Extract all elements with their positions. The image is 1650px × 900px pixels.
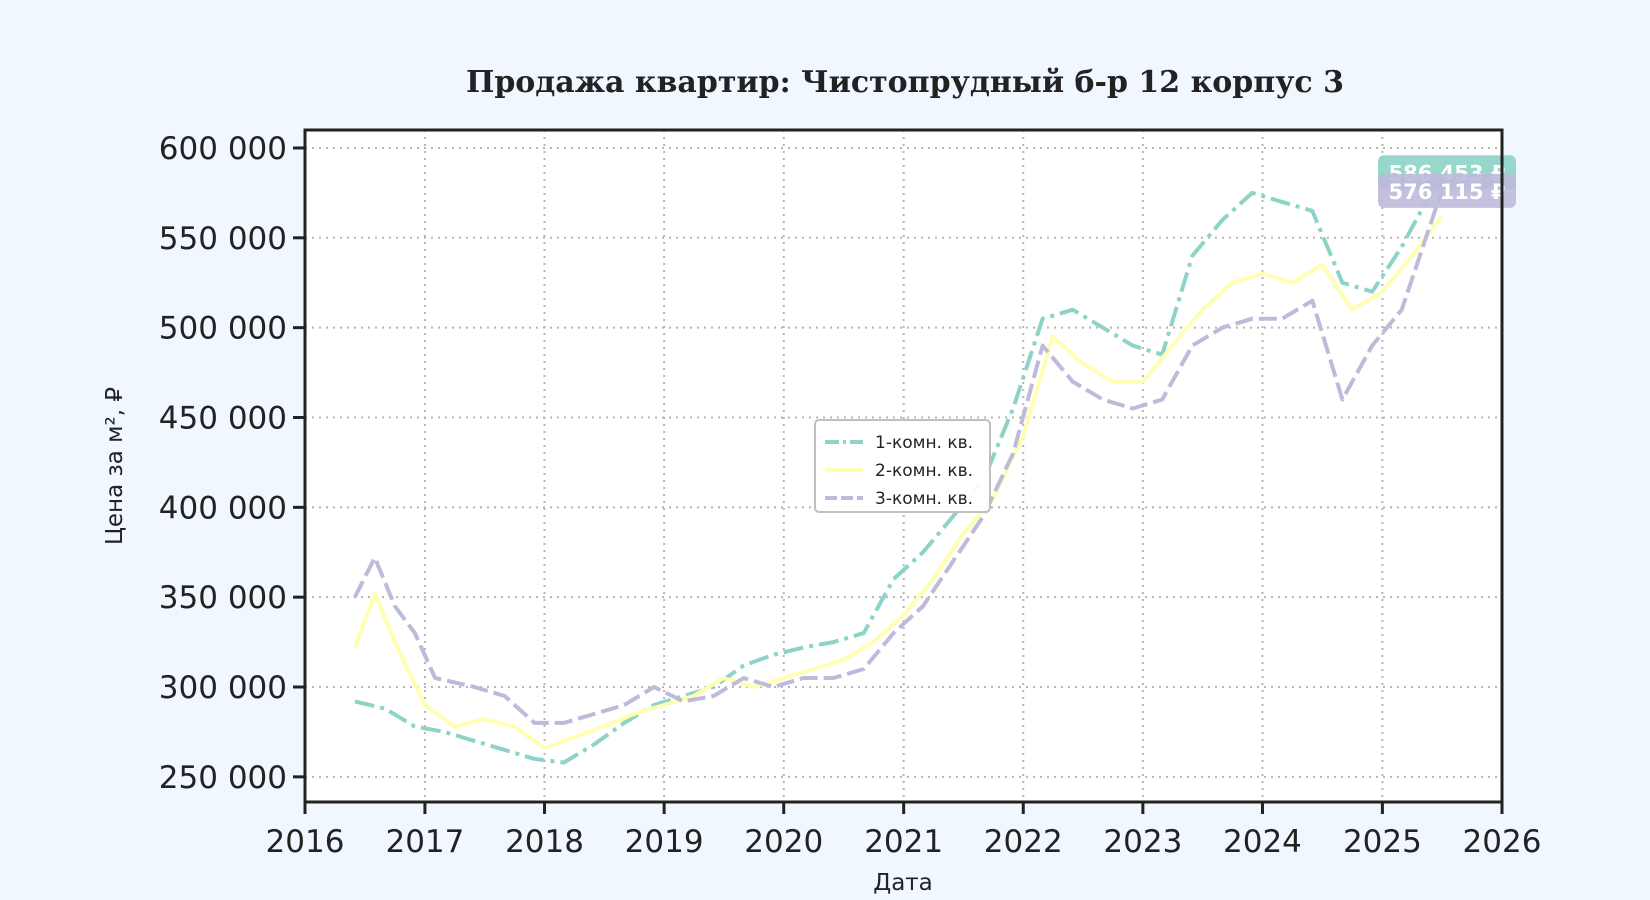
chart-title: Продажа квартир: Чистопрудный б-р 12 кор… bbox=[466, 65, 1344, 100]
x-tick-label: 2023 bbox=[1103, 824, 1182, 860]
end-label-badge bbox=[1378, 173, 1516, 208]
y-tick-label: 550 000 bbox=[159, 221, 287, 257]
y-tick-label: 400 000 bbox=[159, 490, 287, 526]
y-axis-label: Цена за м², ₽ bbox=[102, 387, 128, 545]
legend: 1-комн. кв. 2-комн. кв. 3-комн. кв. bbox=[814, 419, 991, 513]
x-tick-label: 2022 bbox=[984, 824, 1063, 860]
x-axis: 2016 2017 2018 2019 2020 2021 2022 2023 2024 2025… bbox=[266, 802, 1542, 860]
legend-label: 2-комн. кв. bbox=[875, 461, 973, 481]
series-line-3 bbox=[353, 190, 1444, 725]
x-tick-label: 2024 bbox=[1223, 824, 1302, 860]
x-tick-label: 2025 bbox=[1343, 824, 1422, 860]
x-tick-label: 2019 bbox=[625, 824, 704, 860]
x-axis-label: Дата bbox=[873, 870, 933, 896]
x-tick-label: 2020 bbox=[744, 824, 823, 860]
series-line-2 bbox=[352, 214, 1444, 751]
end-label-badges: 586 453 ₽576 115 ₽ bbox=[1378, 155, 1516, 208]
x-tick-label: 2016 bbox=[266, 824, 345, 860]
y-tick-label: 300 000 bbox=[159, 670, 287, 706]
y-tick-label: 350 000 bbox=[159, 580, 287, 616]
x-tick-label: 2021 bbox=[864, 824, 943, 860]
legend-label: 1-комн. кв. bbox=[875, 433, 973, 453]
end-label-text: 576 115 ₽ bbox=[1389, 180, 1506, 204]
y-tick-label: 500 000 bbox=[159, 311, 287, 347]
x-tick-label: 2026 bbox=[1463, 824, 1542, 860]
x-tick-label: 2018 bbox=[505, 824, 584, 860]
y-tick-label: 600 000 bbox=[159, 131, 287, 167]
y-tick-label: 250 000 bbox=[159, 760, 287, 796]
legend-label: 3-комн. кв. bbox=[875, 489, 973, 509]
y-tick-label: 450 000 bbox=[159, 400, 287, 436]
x-tick-label: 2017 bbox=[385, 824, 464, 860]
y-axis: 250 000 300 000 350 000 400 000 450 000 500 0… bbox=[159, 131, 305, 796]
series-line-1 bbox=[354, 171, 1444, 765]
series-layer bbox=[352, 171, 1444, 765]
